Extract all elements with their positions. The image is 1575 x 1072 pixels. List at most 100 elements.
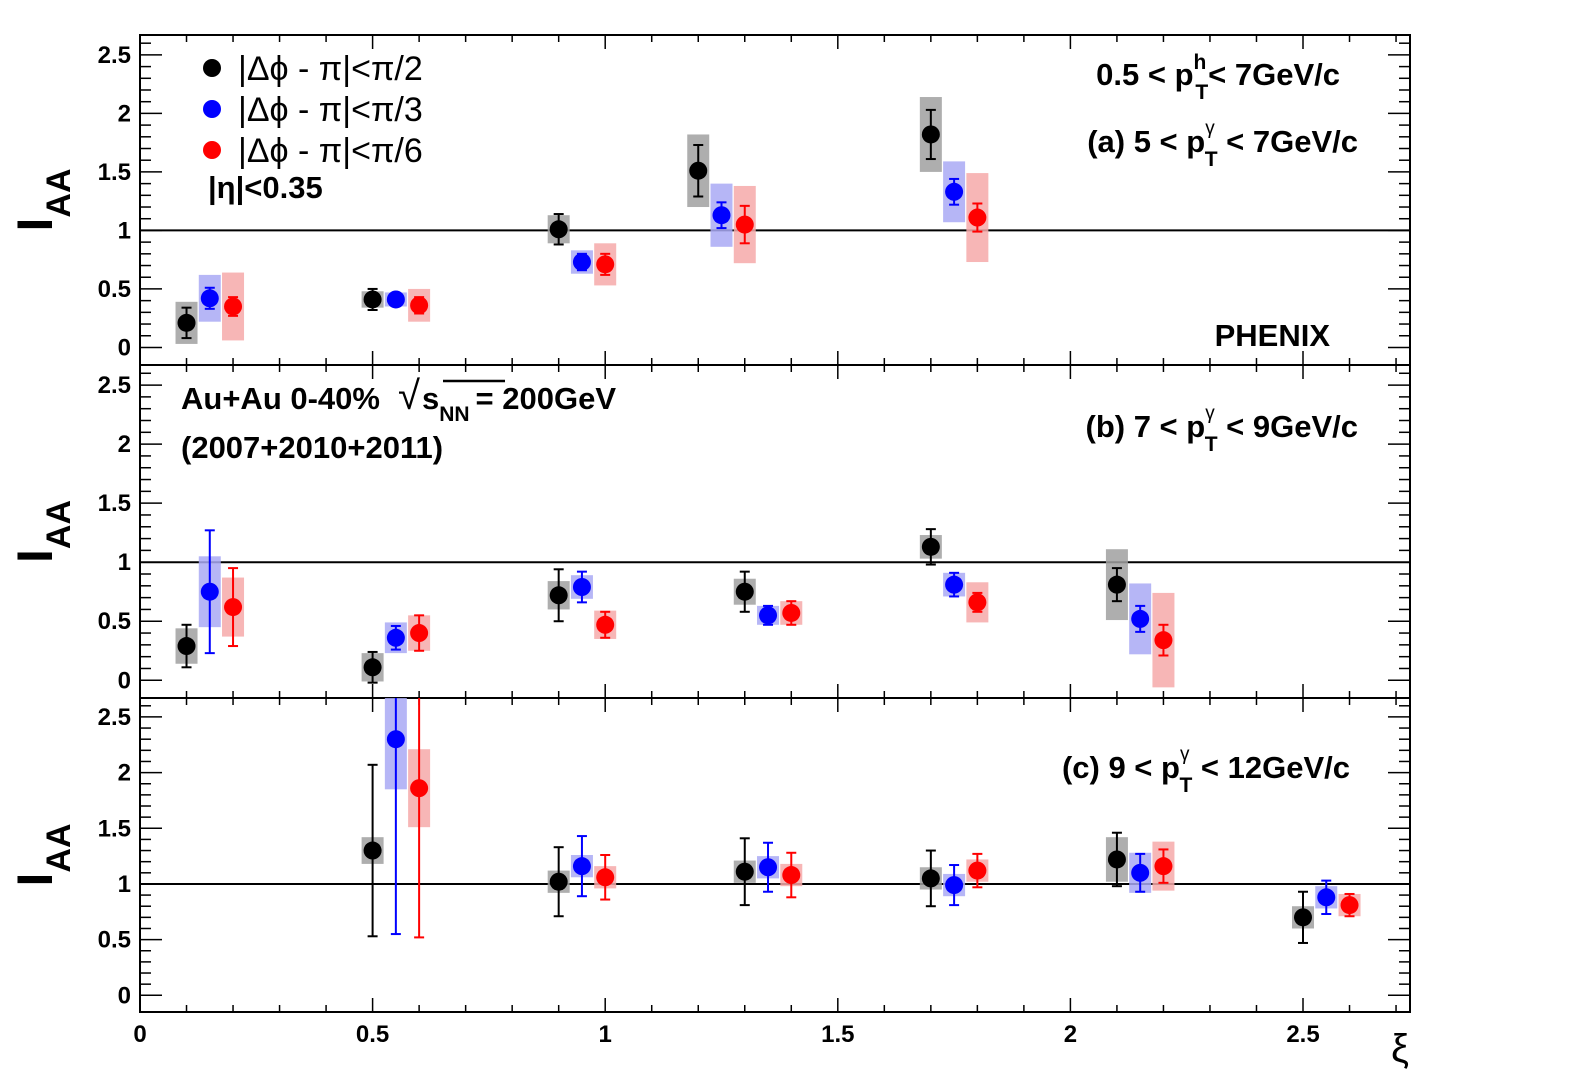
data-point (1131, 863, 1150, 882)
data-point (782, 603, 801, 622)
data-point (735, 582, 754, 601)
data-point (1294, 908, 1313, 927)
data-point (410, 624, 429, 643)
legend-label: |Δϕ - π|<π/2 (238, 50, 423, 88)
data-point (224, 598, 243, 617)
y-tick-label: 1 (118, 871, 131, 898)
data-point (386, 628, 405, 647)
data-point (572, 857, 591, 876)
y-tick-label: 0 (118, 334, 131, 361)
data-point (1340, 896, 1359, 915)
data-point (200, 582, 219, 601)
panels: 0 0.5 1 1.5 2 2.5 IAA (a) 5 < pγ T < 7GeV/c 0 0.5 1… (7, 34, 1411, 1048)
y-tick-label: 1 (118, 549, 131, 576)
data-point (363, 290, 382, 309)
data-point (386, 290, 405, 309)
legend: |Δϕ - π|<π/2|Δϕ - π|<π/3|Δϕ - π|<π/6 (203, 50, 423, 170)
y-axis-label: IAA (7, 168, 78, 231)
data-point (386, 730, 405, 749)
data-point (224, 297, 243, 316)
y-tick-label: 0.5 (98, 276, 131, 303)
data-point (1154, 857, 1173, 876)
data-point (549, 220, 568, 239)
hadron-pt-cut: 0.5 < ph T< 7GeV/c (1096, 51, 1340, 104)
y-tick-label: 2.5 (98, 42, 131, 69)
x-tick-label: 2 (1064, 1021, 1077, 1048)
dataset-label: (2007+2010+2011) (181, 430, 443, 465)
collision-system-label: Au+Au 0-40% √sNN = 200GeV (181, 374, 616, 426)
data-point (410, 779, 429, 798)
data-point (1317, 888, 1336, 907)
data-point (177, 313, 196, 332)
eta-cut-label: |η|<0.35 (208, 170, 323, 205)
data-point (968, 593, 987, 612)
data-point (945, 876, 964, 895)
data-point (572, 253, 591, 272)
panel-a: 0 0.5 1 1.5 2 2.5 IAA (a) 5 < pγ T < 7GeV/c (7, 34, 1411, 366)
y-tick-label: 0.5 (98, 608, 131, 635)
panel-label: (c) 9 < pγ T < 12GeV/c (1062, 744, 1350, 797)
data-point (782, 866, 801, 885)
data-point (1107, 575, 1126, 594)
panel-label: (b) 7 < pγ T < 9GeV/c (1086, 403, 1359, 456)
data-point (596, 255, 615, 274)
panel-label: (a) 5 < pγ T < 7GeV/c (1087, 118, 1358, 171)
x-tick-label: 2.5 (1286, 1021, 1319, 1048)
y-axis-label: IAA (7, 823, 78, 886)
data-point (945, 182, 964, 201)
x-tick-label: 1 (599, 1021, 612, 1048)
panel-b: 0 0.5 1 1.5 2 2.5 IAA (b) 7 < pγ T < 9GeV/c (7, 364, 1411, 699)
data-point (921, 869, 940, 888)
x-tick-label: 1.5 (821, 1021, 854, 1048)
data-point (759, 606, 778, 625)
data-point (410, 296, 429, 315)
data-point (689, 161, 708, 180)
y-tick-label: 1.5 (98, 490, 131, 517)
panel-data (175, 528, 1175, 688)
panel-frame (139, 697, 1411, 1013)
data-point (921, 537, 940, 556)
data-point (968, 208, 987, 227)
data-point (1131, 609, 1150, 628)
legend-marker (203, 141, 221, 159)
data-point (712, 206, 731, 225)
data-point (177, 637, 196, 656)
y-tick-label: 1.5 (98, 815, 131, 842)
x-axis-label: ξ (1391, 1027, 1409, 1071)
data-point (735, 215, 754, 234)
y-tick-label: 2 (118, 760, 131, 787)
legend-label: |Δϕ - π|<π/6 (238, 132, 423, 170)
legend-marker (203, 100, 221, 118)
y-tick-label: 0 (118, 982, 131, 1009)
data-point (596, 868, 615, 887)
data-point (921, 125, 940, 144)
data-point (1154, 631, 1173, 650)
y-tick-label: 0.5 (98, 927, 131, 954)
x-tick-label: 0 (133, 1021, 146, 1048)
y-tick-label: 2.5 (98, 704, 131, 731)
data-point (363, 841, 382, 860)
y-tick-label: 1 (118, 217, 131, 244)
y-tick-label: 0 (118, 667, 131, 694)
y-tick-label: 2 (118, 431, 131, 458)
data-point (968, 861, 987, 880)
experiment-label: PHENIX (1215, 318, 1331, 353)
data-point (1107, 850, 1126, 869)
data-point (759, 858, 778, 877)
data-point (200, 289, 219, 308)
panel-c: 0 0.5 1 1.5 2 2.5 0 0.5 1 1.5 2 2.5 IAA (c) 9 < pγ T <… (7, 697, 1411, 1048)
data-point (572, 578, 591, 596)
data-point (945, 575, 964, 594)
panel-data (361, 698, 1361, 944)
x-tick-label: 0.5 (356, 1021, 389, 1048)
data-point (735, 862, 754, 881)
y-tick-label: 2 (118, 100, 131, 127)
y-tick-label: 2.5 (98, 372, 131, 399)
panel-data (175, 97, 989, 344)
legend-marker (203, 59, 221, 77)
legend-label: |Δϕ - π|<π/3 (238, 91, 423, 129)
y-tick-label: 1.5 (98, 159, 131, 186)
y-axis-label: IAA (7, 500, 78, 563)
data-point (363, 658, 382, 677)
